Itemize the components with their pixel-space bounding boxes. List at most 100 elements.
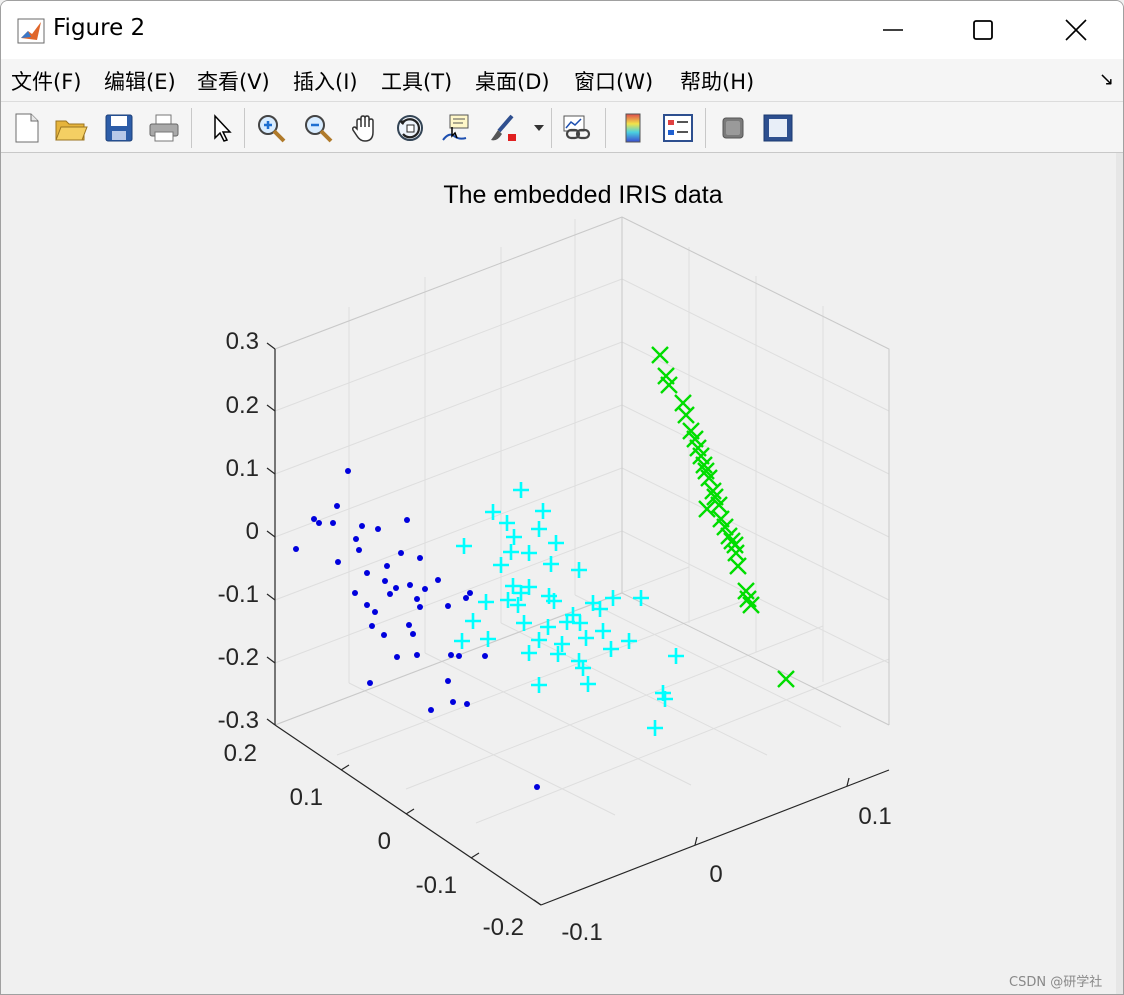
pan-button[interactable] xyxy=(347,110,383,146)
data-point xyxy=(742,596,760,614)
data-point xyxy=(777,670,795,688)
data-point xyxy=(456,538,472,554)
x-axis-tick-labels: -0.1 0 0.1 xyxy=(561,803,891,946)
insert-legend-button[interactable] xyxy=(660,110,696,146)
scatter3-plot[interactable]: 0.3 0.2 0.1 0 -0.1 -0.2 -0.3 0.2 0.1 0 -… xyxy=(1,153,1124,995)
save-button[interactable] xyxy=(101,110,137,146)
z-tick-label: -0.3 xyxy=(218,707,259,734)
open-file-button[interactable] xyxy=(53,110,89,146)
z-tick-label: -0.1 xyxy=(218,581,259,608)
data-point xyxy=(633,590,649,606)
data-point xyxy=(578,630,594,646)
save-icon xyxy=(105,114,133,142)
data-point xyxy=(698,500,716,518)
toolbar-separator xyxy=(191,108,192,148)
menu-desktop[interactable]: 桌面(D) xyxy=(475,70,550,94)
dock-figure-icon[interactable]: ↘ xyxy=(1099,69,1115,90)
data-point xyxy=(414,652,420,658)
data-cursor-icon xyxy=(442,114,469,141)
print-icon xyxy=(149,114,179,142)
insert-colorbar-button[interactable] xyxy=(615,110,651,146)
close-button[interactable] xyxy=(1029,1,1123,59)
brush-button[interactable] xyxy=(486,110,522,146)
data-point xyxy=(729,557,747,575)
menu-view[interactable]: 查看(V) xyxy=(197,70,270,94)
axes-box xyxy=(274,216,890,726)
show-plot-tools-button[interactable] xyxy=(760,110,796,146)
data-point xyxy=(398,550,404,556)
data-point xyxy=(464,701,470,707)
data-point xyxy=(647,720,663,736)
data-point xyxy=(695,456,713,474)
hide-plot-tools-icon xyxy=(722,117,744,139)
data-point xyxy=(407,582,413,588)
data-point xyxy=(516,615,532,631)
data-point xyxy=(521,645,537,661)
data-point xyxy=(387,591,393,597)
new-file-icon xyxy=(15,113,39,143)
data-point xyxy=(660,376,678,394)
data-point xyxy=(657,691,673,707)
data-point xyxy=(369,623,375,629)
data-point xyxy=(513,482,529,498)
data-point xyxy=(704,482,722,500)
data-point xyxy=(572,615,588,631)
show-plot-tools-icon xyxy=(763,114,793,142)
minimize-button[interactable] xyxy=(846,1,940,59)
data-point xyxy=(364,602,370,608)
brush-dropdown-button[interactable] xyxy=(529,110,549,146)
new-figure-button[interactable] xyxy=(9,110,45,146)
data-point xyxy=(456,653,462,659)
print-button[interactable] xyxy=(146,110,182,146)
data-point xyxy=(575,660,591,676)
data-point xyxy=(428,707,434,713)
y-tick-label: 0 xyxy=(378,828,391,855)
toolbar-separator xyxy=(244,108,245,148)
zoom-in-button[interactable] xyxy=(253,110,289,146)
data-point xyxy=(381,632,387,638)
data-point xyxy=(316,520,322,526)
menu-insert[interactable]: 插入(I) xyxy=(293,70,358,94)
figure-canvas[interactable]: The embedded IRIS data xyxy=(1,153,1124,995)
y-tick-label: -0.2 xyxy=(483,914,524,941)
legend-icon xyxy=(663,114,693,142)
z-tick-label: -0.2 xyxy=(218,644,259,671)
link-plot-button[interactable] xyxy=(560,110,596,146)
data-point xyxy=(540,619,556,635)
hide-plot-tools-button[interactable] xyxy=(715,110,751,146)
data-point xyxy=(531,632,547,648)
z-axis-tick-labels: 0.3 0.2 0.1 0 -0.1 -0.2 -0.3 xyxy=(218,328,259,734)
series-dots xyxy=(293,468,540,790)
maximize-button[interactable] xyxy=(936,1,1030,59)
x-tick-label: 0 xyxy=(709,861,722,888)
z-tick-label: 0.2 xyxy=(226,392,259,419)
data-cursor-button[interactable] xyxy=(438,110,474,146)
menu-file[interactable]: 文件(F) xyxy=(11,70,82,94)
data-point xyxy=(448,652,454,658)
data-point xyxy=(510,597,526,613)
toolbar xyxy=(1,101,1123,153)
pan-hand-icon xyxy=(352,115,374,142)
window-edge xyxy=(1116,153,1123,994)
menu-edit[interactable]: 编辑(E) xyxy=(104,70,176,94)
menu-window[interactable]: 窗口(W) xyxy=(574,70,654,94)
menu-tools[interactable]: 工具(T) xyxy=(381,70,453,94)
data-point xyxy=(375,526,381,532)
rotate-3d-icon xyxy=(397,115,423,141)
data-point xyxy=(435,577,441,583)
data-point xyxy=(554,636,570,652)
z-tick-label: 0.1 xyxy=(226,455,259,482)
y-tick-label: 0.2 xyxy=(224,740,257,767)
menu-help[interactable]: 帮助(H) xyxy=(680,70,755,94)
data-point xyxy=(580,676,596,692)
edit-plot-button[interactable] xyxy=(203,110,239,146)
series-plus xyxy=(454,482,684,736)
data-point xyxy=(352,590,358,596)
brush-dropdown-icon xyxy=(534,125,544,131)
data-point xyxy=(384,563,390,569)
data-point xyxy=(505,578,521,594)
data-point xyxy=(406,622,412,628)
data-point xyxy=(417,604,423,610)
zoom-out-button[interactable] xyxy=(300,110,336,146)
rotate-3d-button[interactable] xyxy=(392,110,428,146)
